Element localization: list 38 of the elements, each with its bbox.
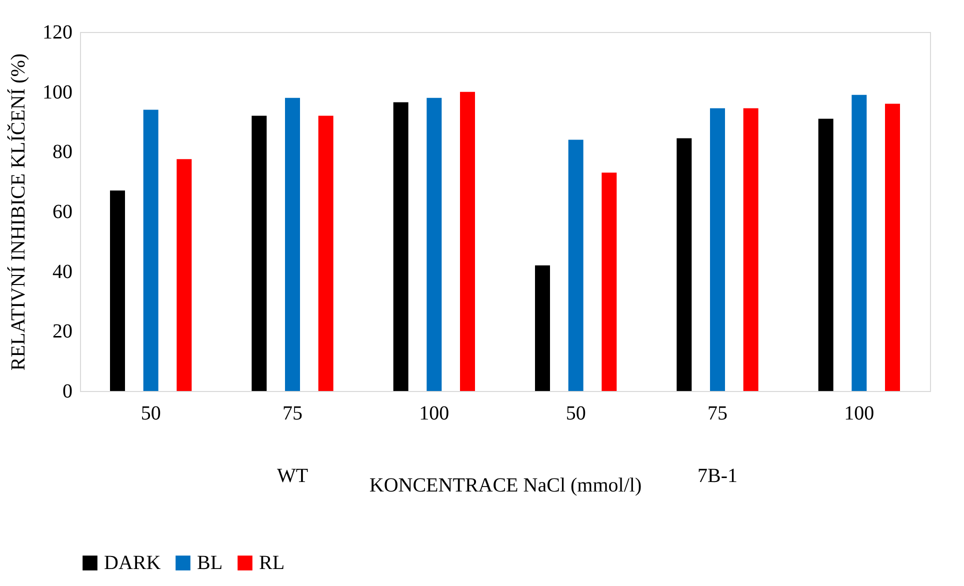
y-tick-label: 40 xyxy=(52,260,72,283)
bar xyxy=(743,108,758,391)
bar xyxy=(285,98,300,391)
y-tick-label: 100 xyxy=(42,81,72,104)
bar xyxy=(710,108,725,391)
bar xyxy=(318,116,334,391)
x-tick-label: 100 xyxy=(419,402,450,424)
bar xyxy=(602,172,617,391)
y-tick-label: 60 xyxy=(52,201,72,223)
bar xyxy=(252,116,267,391)
legend-label: RL xyxy=(259,552,285,574)
bar xyxy=(676,138,692,391)
bar xyxy=(110,190,125,391)
bar xyxy=(176,159,192,391)
text: WT xyxy=(276,465,308,487)
legend-label: BL xyxy=(197,552,223,574)
bar xyxy=(393,102,408,391)
y-axis-title: RELATIVNÍ INHIBICE KLÍČENÍ (%) xyxy=(6,53,30,371)
text: 7B-1 xyxy=(698,465,738,487)
x-tick-label: 50 xyxy=(140,402,161,424)
y-tick-label: 80 xyxy=(52,141,72,164)
x-tick-label: 75 xyxy=(282,402,302,424)
bar xyxy=(852,94,867,391)
bar xyxy=(460,92,475,391)
y-tick-label: 120 xyxy=(42,22,72,44)
x-axis-title: KONCENTRACE NaCl (mmol/l) xyxy=(369,474,642,496)
x-tick-label: 75 xyxy=(708,402,728,424)
y-tick-label: 0 xyxy=(62,380,72,402)
legend-label: DARK xyxy=(104,552,162,574)
bar xyxy=(885,104,900,391)
y-tick-label: 20 xyxy=(52,320,72,343)
bar xyxy=(426,98,442,391)
x-tick-label: 100 xyxy=(844,402,874,424)
bar xyxy=(143,110,158,391)
bar xyxy=(568,140,584,391)
bar xyxy=(535,265,550,391)
x-tick-label: 50 xyxy=(566,402,586,424)
bar xyxy=(818,118,834,391)
